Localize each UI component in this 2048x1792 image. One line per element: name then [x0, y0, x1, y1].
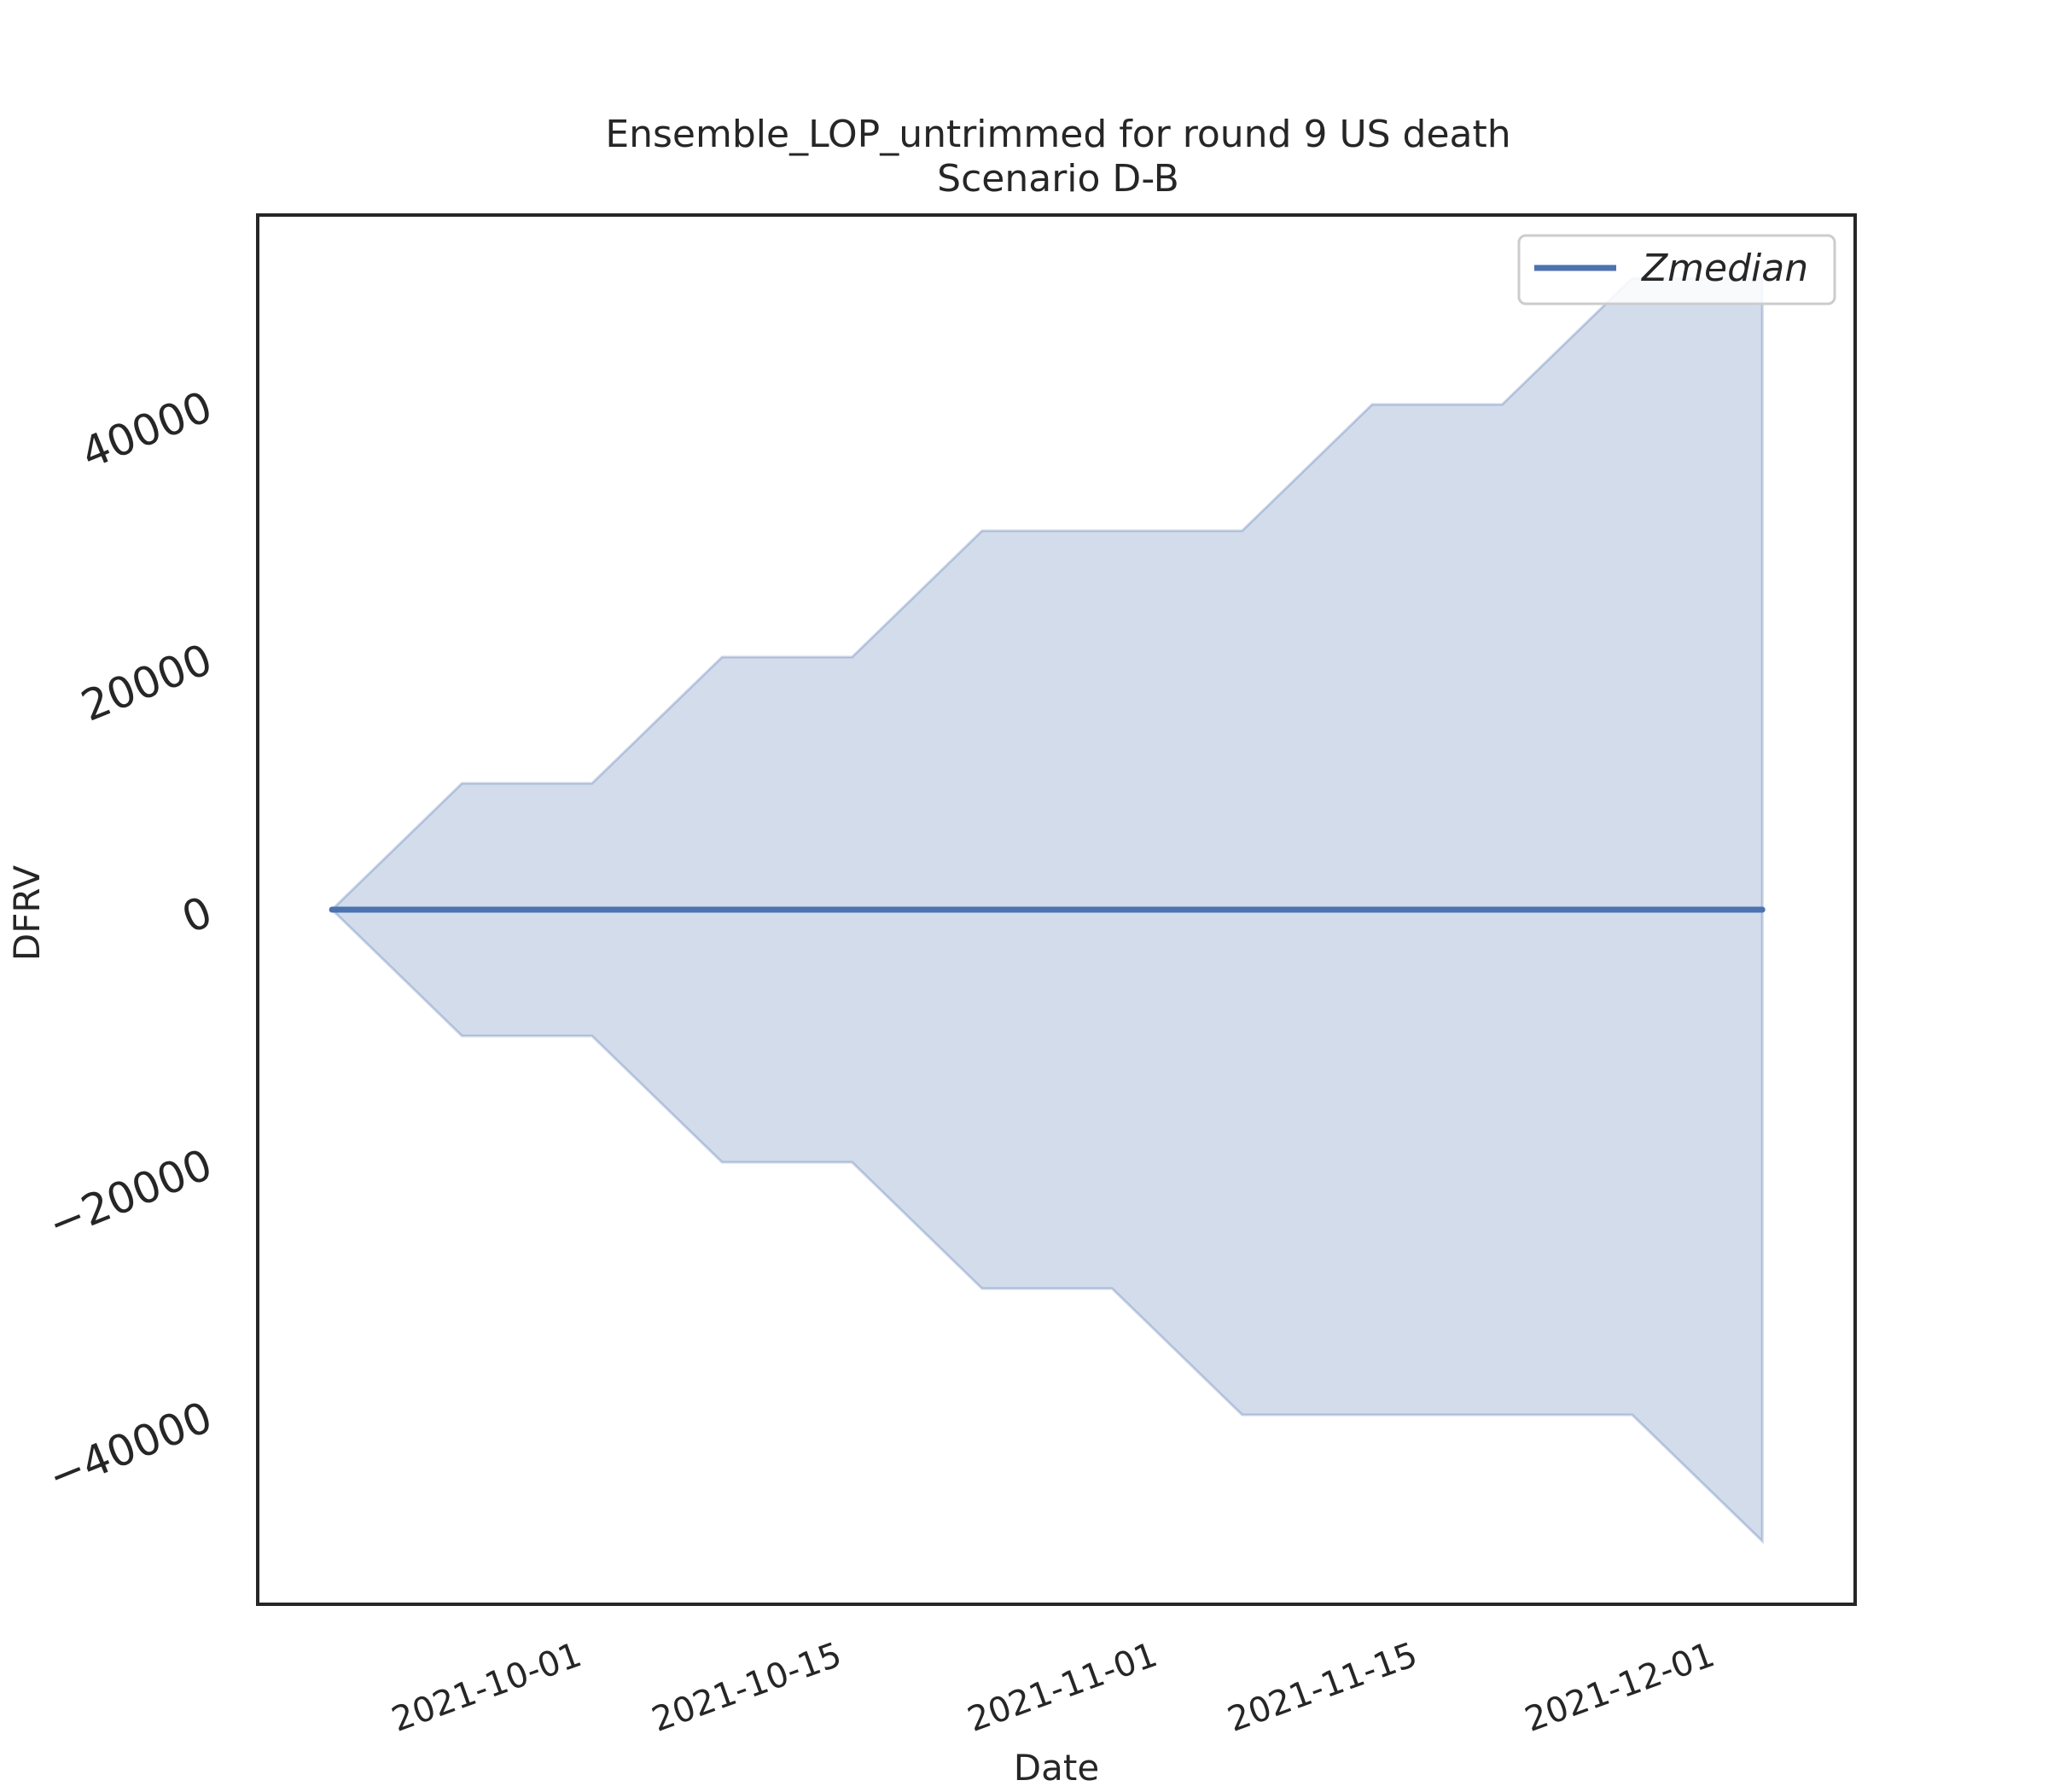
x-tick-label: 2021-10-15	[647, 1635, 847, 1740]
legend: Zmedian	[1517, 234, 1836, 305]
legend-box	[1517, 234, 1836, 305]
chart-title: Ensemble_LOP_untrimmed for round 9 US de…	[605, 113, 1510, 156]
y-axis-label: DFRV	[6, 865, 48, 961]
legend-label-zmedian: Zmedian	[1641, 247, 1808, 290]
y-tick-labels: −40000 −20000 0 20000 40000	[41, 381, 218, 1502]
x-tick-label: 2021-12-01	[1520, 1635, 1719, 1740]
y-tick-label: −40000	[41, 1392, 218, 1502]
chart-subtitle: Scenario D-B	[937, 157, 1179, 201]
y-tick-label: 40000	[74, 381, 218, 478]
x-tick-label: 2021-11-15	[1223, 1635, 1423, 1740]
x-axis-label: Date	[1014, 1747, 1099, 1789]
plot-area-frame	[256, 213, 1857, 1606]
x-tick-label: 2021-11-01	[963, 1635, 1162, 1740]
y-tick-label: −20000	[41, 1139, 218, 1249]
y-tick-label: 0	[175, 887, 218, 943]
x-tick-labels: 2021-10-01 2021-10-15 2021-11-01 2021-11-15…	[387, 1635, 1719, 1740]
x-tick-label: 2021-10-01	[387, 1635, 586, 1740]
y-tick-label: 20000	[74, 634, 218, 730]
